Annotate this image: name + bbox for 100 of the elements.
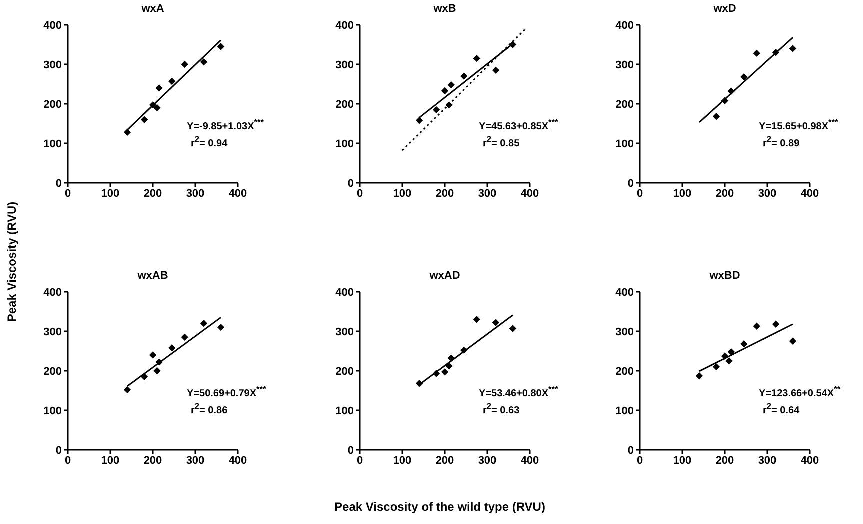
y-tick-label: 300	[336, 59, 354, 72]
y-tick-label: 300	[616, 59, 634, 72]
point	[772, 320, 780, 328]
point	[460, 72, 468, 80]
annotation: Y=45.63+0.85X$^{***}$	[479, 116, 558, 132]
point	[712, 113, 720, 120]
y-tick-label: 400	[336, 286, 354, 299]
y-tick-label: 100	[336, 405, 354, 418]
y-tick-label: 0	[628, 178, 634, 190]
x-tick-label: 100	[101, 188, 120, 200]
point	[441, 368, 449, 376]
point	[149, 352, 157, 359]
point	[473, 316, 480, 324]
point	[168, 78, 176, 86]
x-tick-label: 0	[356, 188, 364, 200]
y-tick-label: 300	[336, 326, 354, 338]
annotation: r$^{2}$= 0.89	[763, 134, 800, 149]
x-tick-label: 200	[716, 188, 734, 200]
chart-title: wxAB	[136, 270, 170, 282]
point	[696, 372, 704, 380]
annotation: r$^{2}$= 0.94	[191, 134, 228, 149]
point	[181, 334, 188, 342]
x-tick-label: 200	[144, 454, 162, 467]
x-tick-label: 400	[228, 454, 248, 467]
x-tick-label: 400	[520, 188, 540, 200]
x-tick-label: 300	[186, 454, 205, 467]
point	[124, 386, 132, 394]
x-tick-label: 400	[800, 454, 820, 467]
chart-title: wxBD	[708, 270, 742, 282]
x-tick-label: 200	[436, 188, 454, 200]
annotation: r$^{2}$= 0.85	[483, 134, 520, 149]
annotation: Y=123.66+0.54X$^{**}$	[759, 384, 841, 399]
point	[492, 319, 500, 326]
x-axis-title: Peak Viscosity of the wild type (RVU)	[334, 500, 546, 514]
point	[217, 43, 225, 50]
y-tick-label: 100	[616, 405, 634, 418]
x-tick-label: 100	[393, 188, 412, 200]
chart-title: wxAD	[428, 270, 462, 282]
x-tick-label: 300	[186, 188, 205, 200]
point	[492, 66, 500, 74]
y-tick-label: 200	[44, 98, 62, 111]
y-tick-label: 300	[44, 326, 62, 338]
y-tick-label: 400	[44, 20, 62, 32]
point	[124, 128, 132, 136]
x-tick-label: 100	[393, 454, 412, 467]
annotation: Y=50.69+0.79X$^{***}$	[187, 384, 266, 399]
x-tick-label: 400	[228, 188, 248, 200]
y-tick-label: 100	[336, 138, 354, 150]
y-axis-title: Peak Viscosity (RVU)	[5, 202, 19, 322]
y-tick-label: 0	[56, 178, 62, 190]
y-tick-label: 200	[336, 366, 354, 378]
x-tick-label: 300	[478, 454, 497, 467]
annotation: Y=53.46+0.80X$^{***}$	[479, 384, 558, 399]
point	[217, 324, 225, 332]
point	[156, 84, 163, 92]
x-tick-label: 0	[64, 188, 72, 200]
y-tick-label: 100	[44, 138, 62, 150]
x-tick-label: 100	[673, 188, 692, 200]
y-tick-label: 200	[616, 98, 634, 111]
x-tick-label: 200	[144, 188, 162, 200]
y-tick-label: 0	[348, 178, 354, 190]
point	[441, 87, 449, 95]
y-tick-label: 0	[56, 444, 62, 457]
y-tick-label: 0	[348, 444, 354, 457]
point	[728, 348, 735, 356]
y-tick-label: 100	[616, 138, 634, 150]
x-tick-label: 300	[758, 188, 777, 200]
y-tick-label: 300	[616, 326, 634, 338]
point	[446, 362, 453, 370]
x-tick-label: 100	[101, 454, 120, 467]
point	[168, 344, 176, 352]
y-tick-label: 400	[616, 20, 634, 32]
y-tick-label: 100	[44, 405, 62, 418]
point	[140, 116, 148, 124]
point	[753, 322, 760, 330]
point	[446, 102, 453, 109]
point	[509, 325, 517, 332]
point	[789, 45, 797, 52]
point	[712, 363, 720, 371]
point	[154, 104, 161, 112]
annotation: r$^{2}$= 0.86	[191, 400, 228, 416]
point	[200, 320, 208, 328]
point	[154, 367, 161, 375]
annotation: r$^{2}$= 0.63	[483, 400, 520, 416]
x-tick-label: 400	[800, 188, 820, 200]
y-tick-label: 0	[628, 444, 634, 457]
x-tick-label: 300	[758, 454, 777, 467]
point	[726, 358, 733, 365]
x-tick-label: 400	[520, 454, 540, 467]
point	[448, 81, 455, 89]
y-tick-label: 400	[44, 286, 62, 299]
point	[181, 60, 188, 68]
point	[473, 54, 480, 62]
point	[789, 338, 797, 345]
chart-title: wxD	[712, 3, 738, 15]
point	[432, 106, 440, 114]
y-tick-label: 400	[616, 286, 634, 299]
annotation: Y=15.65+0.98X$^{***}$	[759, 116, 838, 132]
annotation: r$^{2}$= 0.64	[763, 400, 800, 416]
x-tick-label: 0	[636, 454, 644, 467]
